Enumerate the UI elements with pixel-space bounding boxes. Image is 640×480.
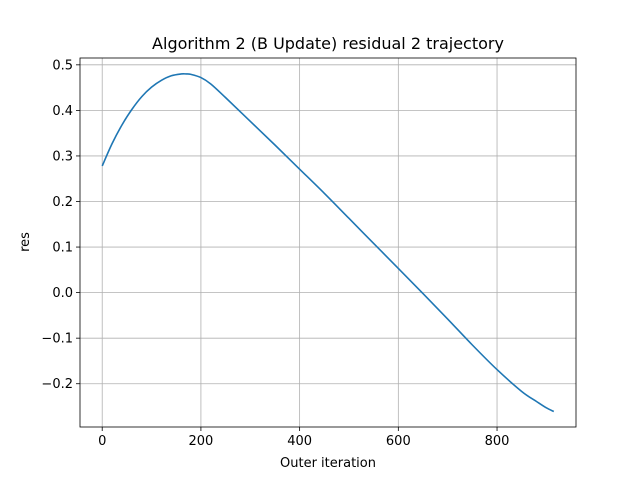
- series-layer: [101, 72, 555, 413]
- x-tick-label: 0: [98, 434, 106, 449]
- plot-area: [80, 58, 576, 427]
- plot-frame: [79, 57, 577, 428]
- y-tick-label: 0.2: [52, 195, 73, 210]
- x-tick-label: 200: [189, 434, 214, 449]
- x-tick-label: 600: [386, 434, 411, 449]
- y-tick-label: 0.1: [52, 241, 73, 256]
- axis-ticks: 0 200 400 600 800 −0.2 −0.1 0.0 0.1 0.2 0.3 0.4 0.5: [41, 58, 509, 449]
- x-tick-label: 400: [287, 434, 312, 449]
- y-tick-label: −0.1: [41, 332, 73, 347]
- y-tick-label: 0.3: [52, 149, 73, 164]
- y-tick-label: 0.4: [52, 104, 73, 119]
- grid-lines: [80, 58, 576, 427]
- y-tick-label: 0.5: [52, 58, 73, 73]
- x-axis-label: Outer iteration: [280, 456, 376, 471]
- chart-title: Algorithm 2 (B Update) residual 2 trajec…: [152, 34, 504, 53]
- y-tick-label: −0.2: [41, 377, 73, 392]
- x-tick-label: 800: [485, 434, 510, 449]
- y-tick-label: 0.0: [52, 286, 73, 301]
- y-axis-label: res: [18, 232, 33, 252]
- series-line: [101, 72, 555, 413]
